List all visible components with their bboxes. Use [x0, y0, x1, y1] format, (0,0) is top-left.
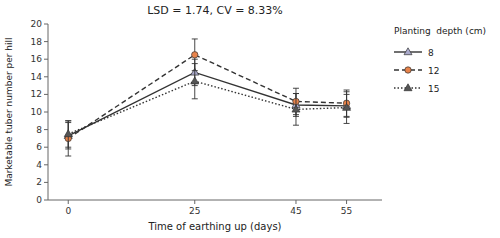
x-axis-label: Time of earthing up (days) [147, 221, 281, 232]
error-bar [65, 121, 71, 147]
x-tick [194, 200, 195, 204]
y-axis-label: Marketable tuber number per hill [4, 37, 14, 186]
x-tick-label: 0 [65, 206, 71, 216]
marker [292, 105, 300, 112]
line [68, 81, 346, 134]
y-tick [44, 59, 48, 60]
series [65, 39, 350, 156]
x-axis-line [48, 200, 382, 201]
legend-swatch [394, 67, 422, 73]
y-tick-label: 12 [31, 89, 42, 99]
y-tick-label: 14 [31, 72, 43, 82]
x-tick [295, 200, 296, 204]
y-tick [44, 41, 48, 42]
y-tick-label: 0 [36, 195, 42, 205]
y-tick [44, 147, 48, 148]
x-tick [68, 200, 69, 204]
y-tick [44, 164, 48, 165]
y-tick-label: 6 [36, 142, 42, 152]
marker [64, 130, 72, 137]
legend-label: 8 [428, 48, 434, 58]
y-tick [44, 76, 48, 77]
marker [192, 52, 198, 58]
chart: LSD = 1.74, CV = 8.33% 0 25 45 55 0 2 4 6 8 10 12 14… [0, 0, 500, 238]
legend-label: 15 [428, 84, 439, 94]
y-tick-label: 10 [31, 107, 43, 117]
legend-marker [404, 84, 412, 91]
plot-area [64, 39, 350, 156]
page: {"chart_data": { "type": "line", "title"… [0, 0, 500, 238]
legend-title: Planting depth (cm) [394, 26, 486, 36]
legend-swatch [394, 84, 422, 91]
x-tick-label: 55 [341, 206, 352, 216]
x-tick-label: 25 [189, 206, 200, 216]
y-tick-label: 20 [31, 19, 43, 29]
y-tick [44, 182, 48, 183]
y-tick-label: 2 [36, 177, 42, 187]
title: LSD = 1.74, CV = 8.33% [147, 4, 283, 17]
error-bar [293, 94, 299, 126]
error-bar [344, 92, 350, 124]
x-tick [346, 200, 347, 204]
series [64, 59, 350, 149]
legend: Planting depth (cm) 8 12 15 [394, 26, 486, 94]
legend-marker [405, 67, 411, 73]
y-tick [44, 129, 48, 130]
legend-swatch [394, 48, 422, 55]
line [68, 72, 346, 135]
line [68, 55, 346, 139]
error-bar [65, 121, 71, 156]
error-bar [192, 64, 198, 99]
y-tick [44, 112, 48, 113]
y-tick-label: 18 [31, 37, 43, 47]
marker [343, 103, 351, 110]
y-tick-label: 16 [31, 54, 43, 64]
marker [191, 77, 199, 84]
legend-label: 12 [428, 66, 439, 76]
y-tick [44, 94, 48, 95]
series [64, 64, 350, 148]
legend-marker [404, 48, 412, 55]
y-tick-label: 4 [36, 160, 42, 170]
x-tick-label: 45 [290, 206, 301, 216]
y-tick-label: 8 [36, 125, 42, 135]
y-tick [44, 200, 48, 201]
y-tick [44, 24, 48, 25]
